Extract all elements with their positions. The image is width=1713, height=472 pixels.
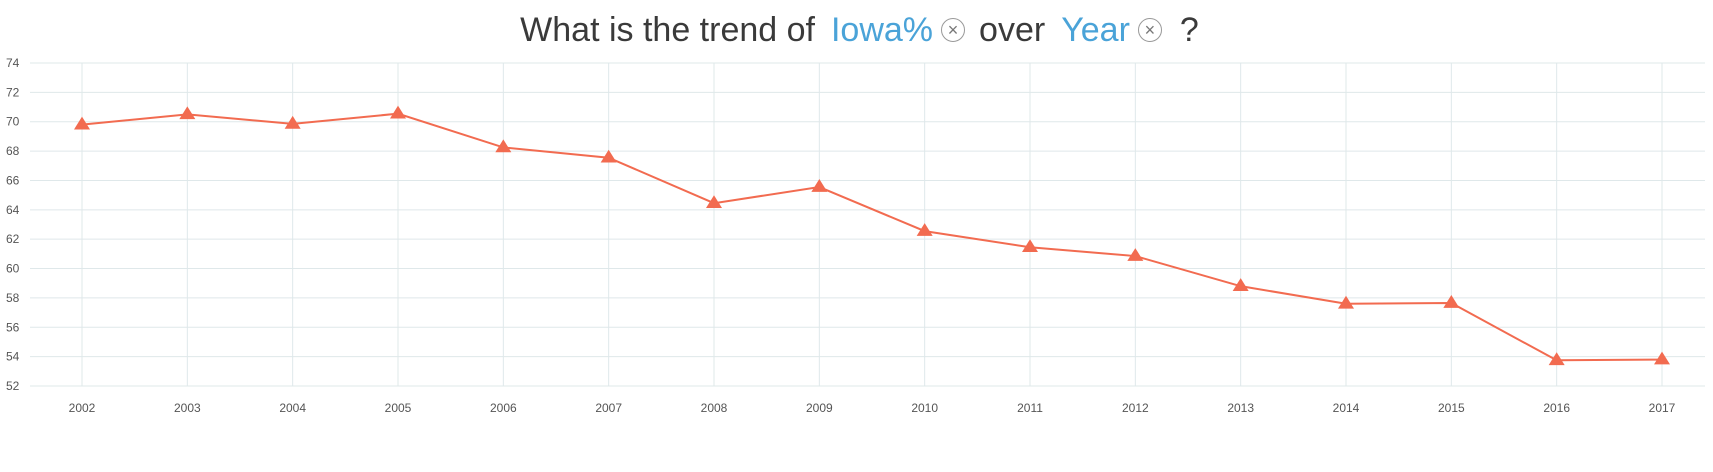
y-tick-label: 74 — [6, 56, 20, 70]
chart-grid — [30, 62, 1705, 387]
x-tick-label: 2012 — [1122, 401, 1149, 415]
y-tick-label: 66 — [6, 173, 20, 187]
x-tick-label: 2016 — [1543, 401, 1570, 415]
x-tick-label: 2011 — [1017, 401, 1043, 415]
question-bar: What is the trend of Iowa% × over Year ×… — [0, 0, 1713, 60]
x-tick-label: 2014 — [1333, 401, 1360, 415]
y-tick-label: 56 — [6, 320, 20, 334]
question-suffix: ? — [1179, 10, 1199, 49]
x-tick-label: 2007 — [595, 401, 622, 415]
x-tick-label: 2004 — [279, 401, 306, 415]
series-line — [81, 112, 1663, 362]
series-line-group — [74, 105, 1670, 366]
data-point-marker[interactable] — [284, 115, 301, 129]
x-tick-label: 2005 — [385, 401, 412, 415]
x-tick-label: 2003 — [174, 401, 201, 415]
y-tick-label: 58 — [6, 291, 20, 305]
x-axis-ticks: 2002 2003 2004 2005 2006 2007 2008 2009 2010 2011… — [69, 401, 1676, 415]
x-tick-label: 2015 — [1438, 401, 1465, 415]
y-tick-label: 54 — [6, 350, 20, 364]
x-tick-label: 2013 — [1227, 401, 1254, 415]
x-tick-label: 2017 — [1649, 401, 1676, 415]
data-point-marker[interactable] — [706, 195, 722, 209]
question-connector: over — [979, 10, 1046, 49]
x-tick-label: 2006 — [490, 401, 517, 415]
data-point-marker[interactable] — [1654, 351, 1670, 365]
data-point-marker[interactable] — [1443, 295, 1460, 308]
field-chip-year[interactable]: Year — [1061, 10, 1130, 49]
y-tick-label: 70 — [6, 115, 20, 129]
x-tick-label: 2010 — [911, 401, 938, 415]
data-point-marker[interactable] — [811, 179, 828, 192]
y-tick-label: 62 — [6, 232, 20, 246]
x-tick-label: 2002 — [69, 401, 96, 415]
y-tick-label: 64 — [6, 203, 20, 217]
data-point-marker[interactable] — [1127, 248, 1144, 261]
field-chip-iowa[interactable]: Iowa% — [830, 10, 934, 49]
data-point-marker[interactable] — [74, 116, 90, 130]
data-point-marker[interactable] — [1022, 239, 1038, 253]
data-point-marker[interactable] — [390, 105, 406, 119]
data-point-marker[interactable] — [1338, 295, 1354, 309]
y-tick-label: 60 — [6, 262, 20, 276]
y-axis-ticks: 52 54 56 58 60 62 64 66 68 70 72 74 — [6, 56, 20, 393]
y-tick-label: 52 — [6, 379, 20, 393]
y-tick-label: 68 — [6, 144, 20, 158]
data-point-marker[interactable] — [179, 106, 196, 120]
data-point-marker[interactable] — [916, 223, 933, 236]
x-tick-label: 2008 — [701, 401, 728, 415]
remove-field-year-icon[interactable]: × — [1137, 18, 1162, 42]
data-point-marker[interactable] — [600, 149, 617, 163]
data-point-marker[interactable] — [495, 139, 512, 153]
x-tick-label: 2009 — [806, 401, 833, 415]
data-point-marker[interactable] — [1232, 278, 1249, 291]
y-tick-label: 72 — [6, 85, 20, 99]
remove-field-iowa-icon[interactable]: × — [941, 18, 966, 42]
data-point-marker[interactable] — [1548, 352, 1565, 366]
question-prefix: What is the trend of — [520, 10, 815, 49]
